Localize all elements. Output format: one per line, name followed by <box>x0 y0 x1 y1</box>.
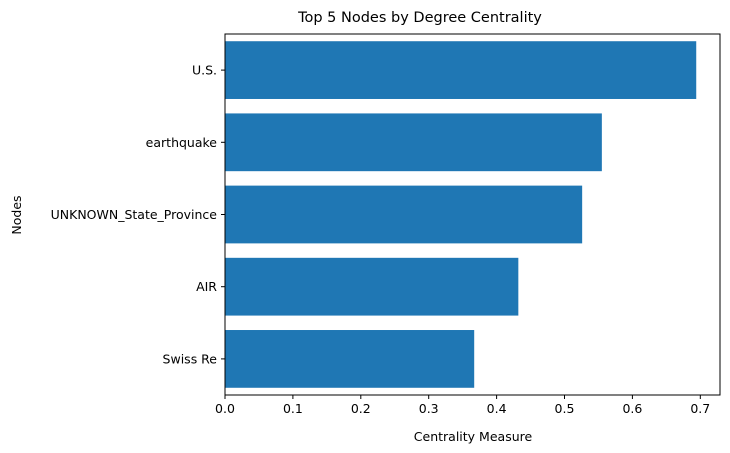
y-tick-label: Swiss Re <box>163 351 218 366</box>
x-tick-label: 0.2 <box>351 401 371 416</box>
plot-frame <box>224 33 721 396</box>
x-tick-label: 0.3 <box>419 401 439 416</box>
x-tick-label: 0.0 <box>215 401 235 416</box>
bars-group <box>225 41 697 388</box>
y-axis-label: Nodes <box>9 195 24 234</box>
y-tick-label: AIR <box>196 279 217 294</box>
y-tick-label: earthquake <box>146 135 218 150</box>
bar-air <box>225 257 519 316</box>
bar-earthquake <box>225 113 602 172</box>
bar-unknown-state-province <box>225 185 583 244</box>
bar-u-s- <box>225 41 697 99</box>
bar-swiss-re <box>225 330 475 388</box>
x-axis-ticks: 0.0 0.1 0.2 0.3 0.4 0.5 0.6 0.7 <box>215 395 710 416</box>
y-axis-ticks: U.S. earthquake UNKNOWN_State_Province AIR S… <box>51 63 225 366</box>
x-tick-label: 0.5 <box>555 401 575 416</box>
x-tick-label: 0.7 <box>690 401 710 416</box>
x-tick-label: 0.4 <box>487 401 507 416</box>
chart-title: Top 5 Nodes by Degree Centrality <box>297 10 542 26</box>
x-tick-label: 0.6 <box>622 401 642 416</box>
x-axis-label: Centrality Measure <box>414 429 533 444</box>
x-tick-label: 0.1 <box>283 401 303 416</box>
y-tick-label: UNKNOWN_State_Province <box>51 207 218 222</box>
y-tick-label: U.S. <box>192 63 217 78</box>
